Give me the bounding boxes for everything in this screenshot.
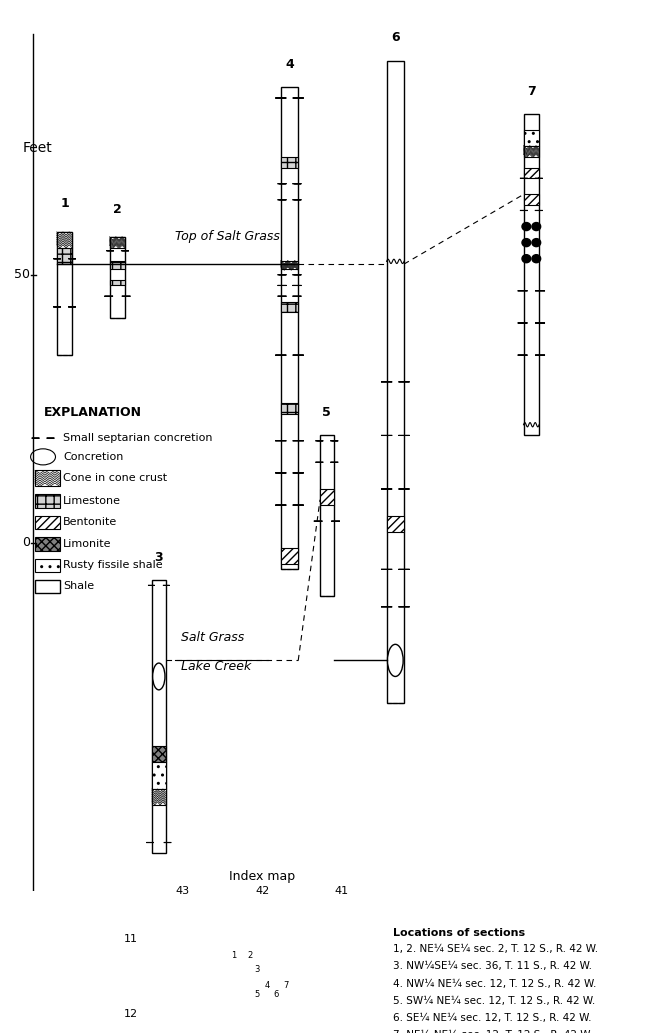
Text: 3. NW¼SE¼ sec. 36, T. 11 S., R. 42 W.: 3. NW¼SE¼ sec. 36, T. 11 S., R. 42 W.: [393, 962, 592, 971]
Bar: [523, 130, 539, 147]
Text: 5: 5: [255, 991, 260, 999]
Text: 1, 2. NE¼ SE¼ sec. 2, T. 12 S., R. 42 W.: 1, 2. NE¼ SE¼ sec. 2, T. 12 S., R. 42 W.: [393, 944, 598, 954]
Bar: [523, 167, 539, 179]
Bar: [110, 238, 125, 317]
Bar: [523, 147, 539, 157]
Ellipse shape: [522, 222, 530, 230]
Bar: [281, 302, 298, 312]
Bar: [320, 489, 333, 505]
Text: 41: 41: [334, 886, 348, 896]
Text: Top of Salt Grass: Top of Salt Grass: [175, 229, 280, 243]
Text: 5. SW¼ NE¼ sec. 12, T. 12 S., R. 42 W.: 5. SW¼ NE¼ sec. 12, T. 12 S., R. 42 W.: [393, 996, 595, 1006]
Text: Bentonite: Bentonite: [63, 518, 117, 527]
Text: 1: 1: [231, 951, 237, 961]
Text: 5: 5: [322, 406, 332, 419]
Text: Limestone: Limestone: [63, 496, 121, 506]
Text: Lake Creek: Lake Creek: [181, 660, 252, 674]
Bar: [144, 902, 380, 1033]
Bar: [35, 495, 60, 508]
Bar: [35, 515, 60, 529]
Text: 43: 43: [176, 886, 190, 896]
Text: Small septarian concretion: Small septarian concretion: [63, 433, 213, 443]
Text: 2: 2: [248, 951, 253, 961]
Text: 6: 6: [391, 31, 400, 44]
Text: 0: 0: [22, 536, 30, 550]
Text: 2: 2: [113, 202, 122, 216]
Text: Limonite: Limonite: [63, 538, 111, 549]
Ellipse shape: [387, 645, 403, 677]
Text: 11: 11: [124, 934, 138, 944]
Text: 6: 6: [274, 991, 279, 999]
Bar: [281, 87, 298, 569]
Text: 50: 50: [14, 269, 30, 281]
Text: Concretion: Concretion: [63, 451, 124, 462]
Text: 7. NE¼ NE¼ sec. 12, T. 12 S., R. 42 W.: 7. NE¼ NE¼ sec. 12, T. 12 S., R. 42 W.: [393, 1030, 592, 1033]
Ellipse shape: [153, 663, 165, 690]
Text: Index map: Index map: [229, 870, 295, 882]
Bar: [35, 537, 60, 551]
Text: 7: 7: [527, 85, 536, 98]
Bar: [152, 789, 166, 805]
Text: 4: 4: [285, 58, 294, 71]
Text: 4. NW¼ NE¼ sec. 12, T. 12 S., R. 42 W.: 4. NW¼ NE¼ sec. 12, T. 12 S., R. 42 W.: [393, 978, 596, 989]
Text: 3: 3: [255, 965, 260, 974]
Bar: [35, 581, 60, 593]
Bar: [281, 403, 298, 414]
Ellipse shape: [522, 239, 530, 247]
Text: 4: 4: [265, 981, 270, 991]
Text: Locations of sections: Locations of sections: [393, 929, 525, 938]
Bar: [281, 261, 298, 270]
Bar: [281, 157, 298, 167]
Ellipse shape: [31, 448, 55, 465]
Bar: [387, 515, 404, 532]
Bar: [57, 231, 72, 248]
Bar: [110, 238, 125, 248]
Bar: [152, 746, 166, 762]
Bar: [35, 470, 60, 487]
Bar: [320, 436, 333, 596]
Bar: [110, 261, 125, 270]
Text: Shale: Shale: [63, 582, 94, 592]
Text: 7: 7: [283, 981, 289, 991]
Bar: [35, 559, 60, 572]
Bar: [152, 581, 166, 853]
Bar: [387, 61, 404, 703]
Ellipse shape: [532, 255, 541, 262]
Bar: [57, 231, 72, 355]
Bar: [110, 280, 125, 285]
Bar: [523, 194, 539, 206]
Ellipse shape: [532, 222, 541, 230]
Text: Feet: Feet: [23, 140, 52, 155]
Text: EXPLANATION: EXPLANATION: [44, 406, 142, 419]
Text: Cone in cone crust: Cone in cone crust: [63, 473, 167, 483]
Text: 1: 1: [60, 197, 69, 211]
Bar: [523, 114, 539, 436]
Bar: [281, 547, 298, 564]
Text: 6. SE¼ NE¼ sec. 12, T. 12 S., R. 42 W.: 6. SE¼ NE¼ sec. 12, T. 12 S., R. 42 W.: [393, 1012, 592, 1023]
Text: 12: 12: [124, 1009, 138, 1019]
Bar: [57, 248, 72, 264]
Text: 3: 3: [155, 551, 163, 564]
Ellipse shape: [522, 255, 530, 262]
Text: Salt Grass: Salt Grass: [181, 631, 244, 645]
Bar: [152, 762, 166, 789]
Ellipse shape: [532, 239, 541, 247]
Text: 42: 42: [255, 886, 269, 896]
Text: Rusty fissile shale: Rusty fissile shale: [63, 560, 162, 570]
